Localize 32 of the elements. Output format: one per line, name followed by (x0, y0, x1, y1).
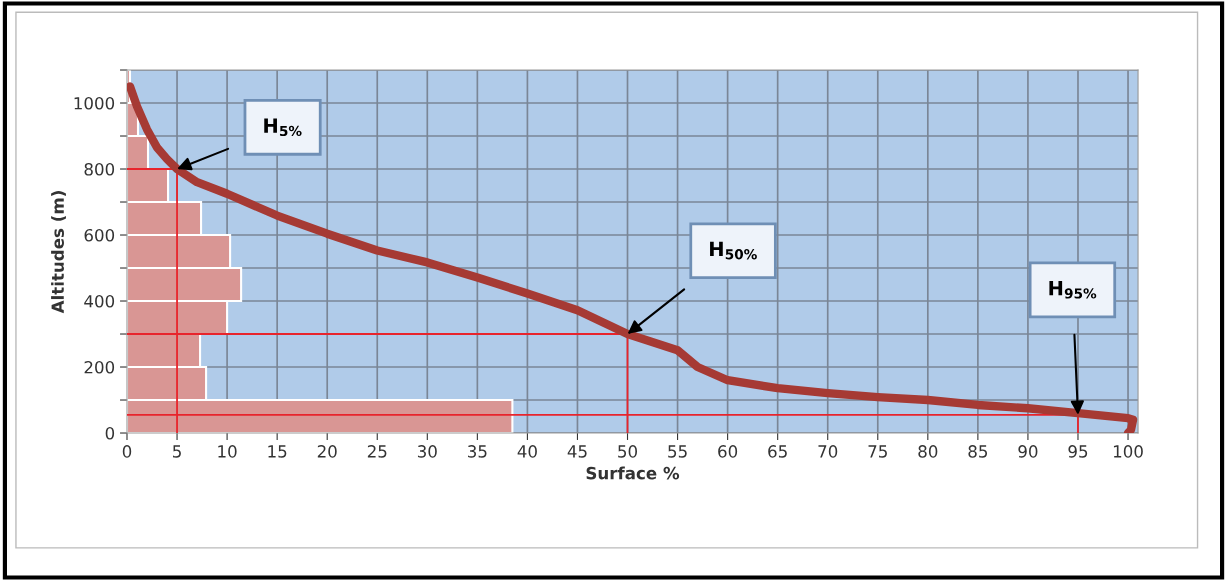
x-tick-label: 60 (718, 445, 738, 458)
x-tick-label: 75 (868, 445, 887, 458)
y-tick-label: 0 (105, 426, 115, 440)
x-tick-label: 10 (218, 445, 237, 458)
y-tick-label: 600 (84, 228, 115, 242)
x-tick-label: 5 (173, 445, 181, 458)
y-tick-label: 1000 (74, 96, 115, 110)
x-tick-label: 40 (517, 445, 537, 458)
x-tick-label: 65 (768, 445, 787, 458)
x-tick-label: 35 (468, 445, 487, 458)
x-tick-label: 15 (268, 445, 287, 458)
y-tick-label: 800 (84, 162, 115, 176)
annotation: H$_{50%}$ (710, 241, 757, 260)
x-tick-label: 25 (367, 445, 387, 458)
x-tick-label: 30 (417, 445, 437, 458)
x-tick-label: 90 (1018, 445, 1038, 458)
annotation: H$_{95%}$ (1049, 281, 1097, 299)
y-tick-label: 400 (84, 294, 115, 308)
x-tick-label: 100 (1113, 445, 1143, 458)
y-axis-title: Altitudes (m) (51, 191, 66, 314)
x-tick-label: 70 (818, 445, 838, 458)
x-tick-label: 50 (618, 445, 638, 458)
y-tick-label: 200 (84, 360, 115, 374)
x-tick-label: 80 (918, 445, 938, 458)
x-axis-title: Surface % (586, 466, 680, 480)
x-tick-label: 55 (668, 445, 687, 458)
x-tick-label: 45 (567, 445, 587, 458)
x-tick-label: 20 (317, 445, 337, 458)
annotation: H$_{5%}$ (264, 118, 302, 137)
x-tick-label: 0 (122, 445, 132, 458)
x-tick-label: 85 (968, 445, 988, 458)
x-tick-label: 95 (1068, 445, 1088, 458)
